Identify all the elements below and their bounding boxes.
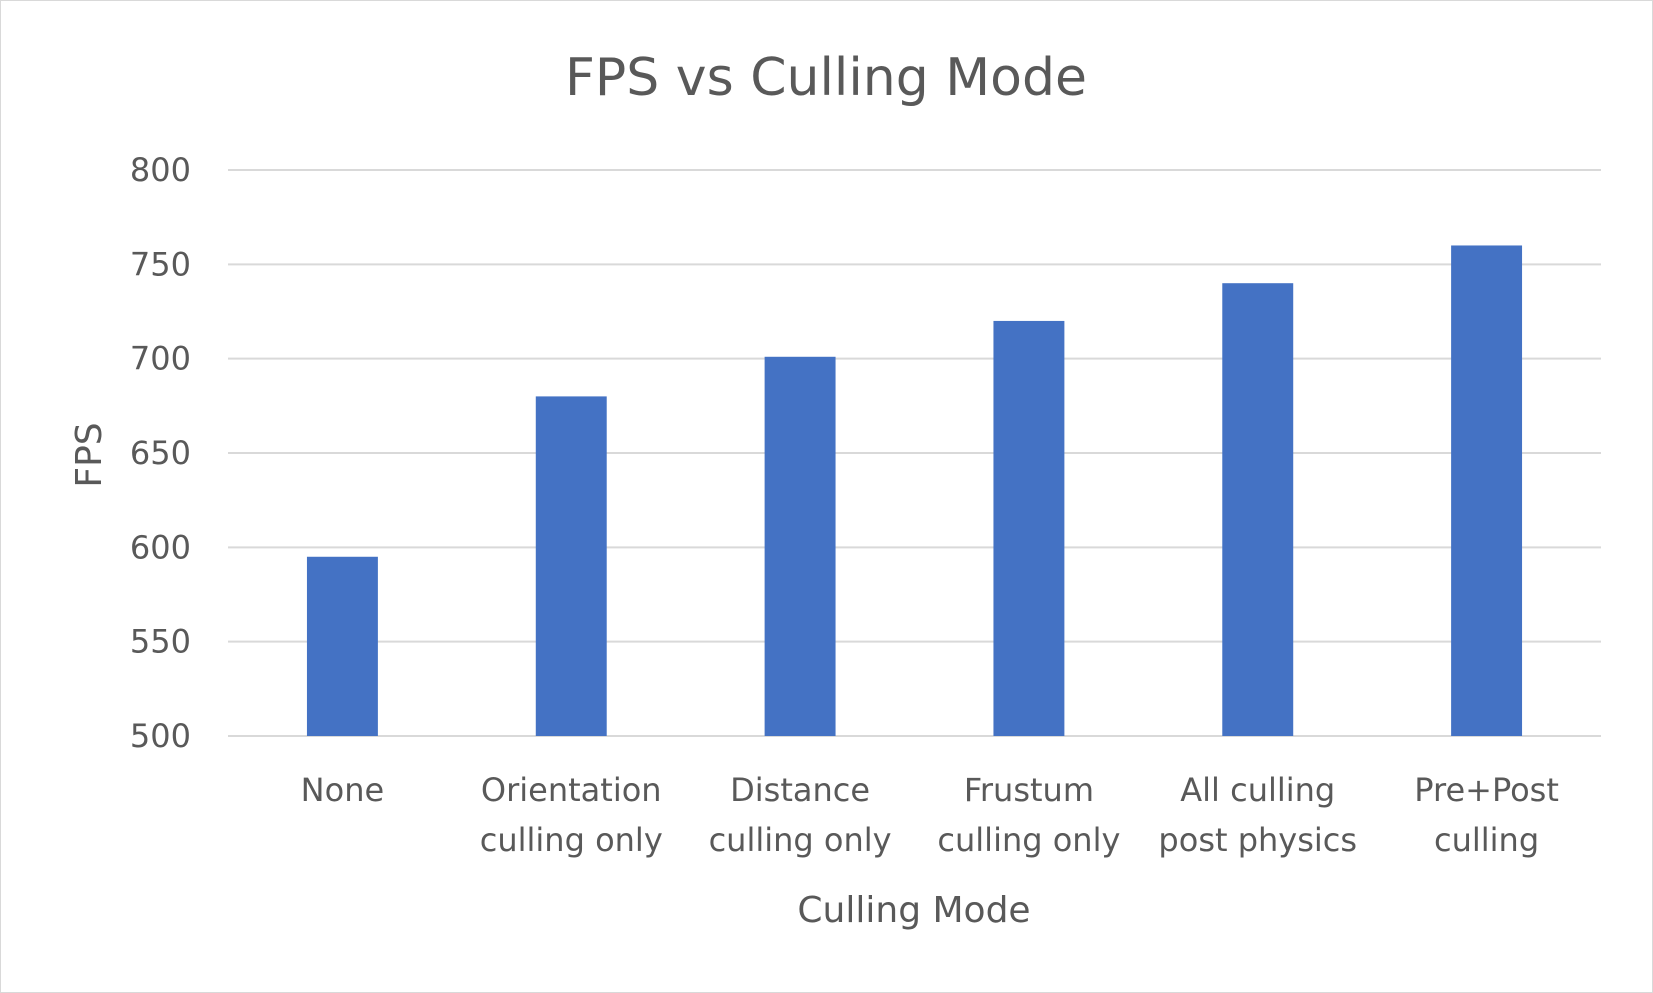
x-category-label: culling only — [937, 821, 1120, 859]
x-category-label: Pre+Post — [1414, 771, 1559, 809]
bar-4 — [1222, 283, 1294, 736]
bar-3 — [993, 320, 1065, 736]
gridlines — [228, 169, 1601, 737]
x-category-label: culling only — [709, 821, 892, 859]
bars — [306, 245, 1523, 736]
y-axis-tick-labels: 500 550 600 650 700 750 800 — [130, 151, 191, 755]
y-tick-label: 600 — [130, 528, 191, 566]
y-tick-label: 700 — [130, 340, 191, 378]
y-tick-label: 550 — [130, 623, 191, 661]
chart-title: FPS vs Culling Mode — [565, 48, 1087, 108]
x-category-label: None — [301, 771, 384, 809]
y-tick-label: 500 — [130, 717, 191, 755]
x-category-label: culling — [1434, 821, 1539, 859]
x-category-label: Frustum — [964, 771, 1094, 809]
y-axis-title: FPS — [69, 422, 110, 487]
bar-2 — [764, 356, 836, 736]
x-axis-category-labels: None Orientation culling only Distance culli… — [301, 771, 1559, 859]
y-tick-label: 650 — [130, 434, 191, 472]
x-category-label: Distance — [730, 771, 870, 809]
x-category-label: Orientation — [481, 771, 662, 809]
bar-1 — [535, 396, 607, 736]
bar-0 — [306, 556, 378, 736]
y-tick-label: 800 — [130, 151, 191, 189]
x-axis-title: Culling Mode — [797, 890, 1030, 931]
x-category-label: post physics — [1158, 821, 1357, 859]
x-category-label: All culling — [1180, 771, 1335, 809]
x-category-label: culling only — [480, 821, 663, 859]
y-tick-label: 750 — [130, 245, 191, 283]
bar-5 — [1451, 245, 1523, 736]
